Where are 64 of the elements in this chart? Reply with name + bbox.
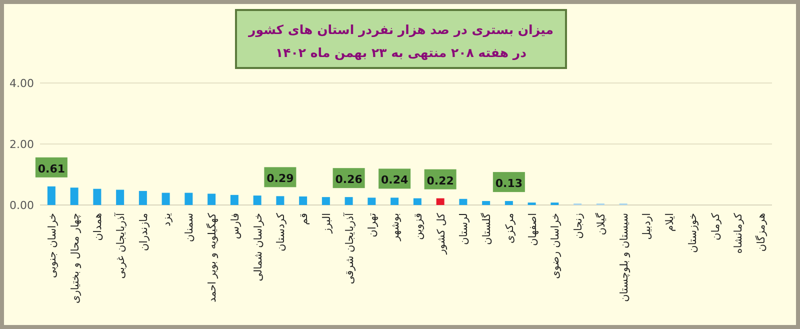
bar bbox=[482, 201, 490, 205]
x-tick-label: ایلام bbox=[664, 213, 676, 232]
bar bbox=[436, 198, 444, 205]
bar bbox=[184, 192, 193, 205]
x-tick-label: هرمزگان bbox=[754, 213, 768, 252]
bar bbox=[459, 198, 468, 205]
x-tick-label: مرکزی bbox=[504, 213, 516, 244]
x-tick-label: یزد bbox=[160, 212, 173, 226]
bar bbox=[299, 196, 308, 205]
x-tick-label: کرمان bbox=[710, 213, 722, 240]
data-label: 0.24 bbox=[380, 174, 408, 187]
x-tick-label: خراسان رضوی bbox=[550, 213, 562, 279]
x-tick-label: گلستان bbox=[480, 213, 494, 245]
bar bbox=[413, 198, 422, 205]
chart-subtitle: در هفته ۲۰۸ منتهی به ۲۳ بهمن ماه ۱۴۰۲ bbox=[276, 45, 526, 61]
x-tick-label: خراسان شمالی bbox=[252, 213, 264, 282]
bar bbox=[322, 197, 330, 205]
x-tick-label: آذربایجان غربی bbox=[114, 212, 128, 279]
x-tick-label: کهگیلویه و بویر احمد bbox=[206, 213, 219, 302]
bar bbox=[344, 197, 353, 205]
bar bbox=[93, 188, 102, 205]
bar bbox=[162, 192, 170, 205]
bar bbox=[208, 194, 216, 205]
y-tick-label: 4.00 bbox=[10, 77, 34, 90]
x-tick-label: قزوین bbox=[412, 213, 424, 240]
data-label: 0.13 bbox=[495, 177, 523, 190]
data-label: 0.22 bbox=[426, 174, 454, 188]
x-tick-label: کرمانشاه bbox=[732, 213, 745, 254]
bar bbox=[230, 194, 238, 205]
y-tick-label: 0.00 bbox=[10, 199, 34, 212]
data-label: 0.26 bbox=[335, 173, 363, 186]
x-tick-label: همدان bbox=[92, 213, 104, 241]
x-tick-label: تهران bbox=[366, 212, 379, 238]
bar bbox=[504, 201, 513, 205]
x-tick-label: خوزستان bbox=[686, 213, 699, 253]
x-tick-label: بوشهر bbox=[390, 213, 402, 242]
chart-title: میزان بستری در صد هزار نفردر استان های کشور bbox=[248, 22, 554, 38]
bar bbox=[116, 190, 124, 205]
x-tick-label: زنجان bbox=[572, 213, 585, 239]
x-tick-label: گیلان bbox=[594, 213, 608, 236]
bar bbox=[368, 198, 376, 205]
x-tick-label: چهار محال و بختیاری bbox=[69, 213, 82, 304]
data-label: 0.61 bbox=[38, 162, 66, 176]
x-tick-label: کل کشور bbox=[435, 213, 448, 256]
x-tick-label: سمنان bbox=[184, 213, 196, 242]
x-tick-label: سیستان و بلوچستان bbox=[618, 213, 630, 302]
data-label: 0.29 bbox=[266, 172, 294, 186]
x-tick-label: مازندران bbox=[138, 213, 150, 252]
bar bbox=[253, 196, 262, 205]
x-tick-label: خراسان جنوبی bbox=[46, 213, 58, 278]
x-tick-label: فارس bbox=[229, 213, 242, 240]
bar bbox=[47, 186, 56, 205]
x-tick-label: اصفهان bbox=[526, 213, 539, 246]
bar bbox=[276, 196, 284, 205]
bar bbox=[70, 188, 78, 205]
y-tick-label: 2.00 bbox=[10, 138, 34, 151]
x-tick-label: البرز bbox=[320, 213, 333, 234]
bar bbox=[390, 198, 399, 205]
x-tick-label: لرستان bbox=[458, 213, 470, 245]
x-tick-label: اردبیل bbox=[641, 213, 654, 240]
x-tick-label: کردستان bbox=[275, 213, 288, 252]
x-tick-label: آذربایجان شرقی bbox=[342, 212, 356, 284]
x-tick-label: قم bbox=[298, 213, 310, 226]
bar bbox=[138, 190, 147, 205]
